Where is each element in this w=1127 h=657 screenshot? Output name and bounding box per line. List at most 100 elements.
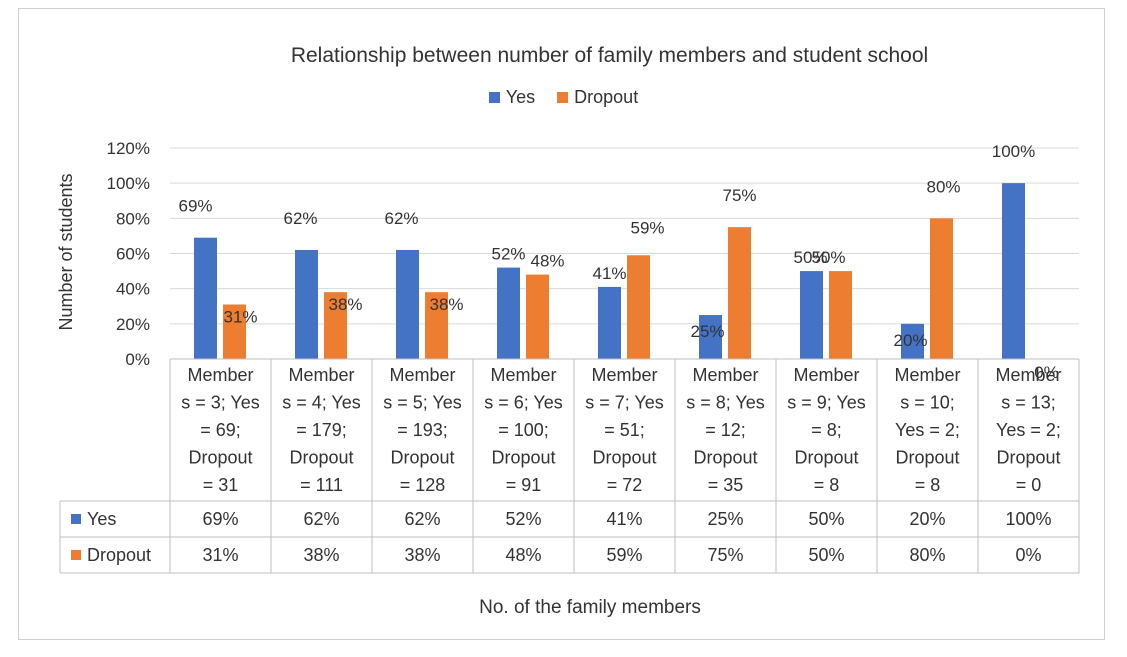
table-cell: 75% (707, 545, 743, 565)
category-label: Member (490, 365, 556, 385)
y-tick-label: 60% (116, 245, 150, 264)
data-label: 62% (283, 209, 317, 228)
table-cell: 50% (808, 509, 844, 529)
table-cell: 80% (909, 545, 945, 565)
category-label: Member (894, 365, 960, 385)
legend-item-dropout: Dropout (557, 87, 638, 108)
category-label: Member (187, 365, 253, 385)
category-label: s = 10; (900, 393, 955, 413)
data-label: 0% (1034, 363, 1059, 382)
table-cell: 0% (1015, 545, 1041, 565)
table-cell: 41% (606, 509, 642, 529)
table-cell: 62% (303, 509, 339, 529)
y-tick-label: 120% (107, 139, 150, 158)
bar-yes-7 (800, 271, 823, 359)
category-label: = 111 (300, 475, 343, 495)
category-label: = 35 (708, 475, 744, 495)
category-label: = 0 (1016, 475, 1042, 495)
table-legend-key-yes (71, 514, 81, 524)
bar-yes-8 (901, 323, 924, 359)
bar-dropout-3 (425, 292, 448, 359)
category-label: = 8 (915, 475, 941, 495)
bar-yes-4 (497, 267, 520, 359)
table-row-label-yes: Yes (87, 509, 116, 529)
bar-yes-1 (194, 237, 217, 359)
category-label: = 100; (498, 420, 549, 440)
category-label: Member (288, 365, 354, 385)
category-label: Dropout (996, 448, 1060, 468)
category-label: = 8; (811, 420, 842, 440)
category-label: s = 13; (1001, 393, 1056, 413)
category-label: = 128 (400, 475, 446, 495)
y-tick-label: 20% (116, 315, 150, 334)
bar-dropout-7 (829, 271, 852, 359)
category-label: = 193; (397, 420, 448, 440)
category-label: = 69; (200, 420, 241, 440)
data-label: 50% (811, 248, 845, 267)
category-label: s = 6; Yes (484, 393, 563, 413)
category-label: Dropout (895, 448, 959, 468)
data-label: 100% (992, 142, 1035, 161)
category-label: Dropout (693, 448, 757, 468)
bar-dropout-8 (930, 218, 953, 359)
bar-dropout-4 (526, 274, 549, 359)
y-tick-label: 100% (107, 174, 150, 193)
category-label: Yes = 2; (996, 420, 1061, 440)
legend-label-dropout: Dropout (574, 87, 639, 107)
category-label: s = 9; Yes (787, 393, 866, 413)
y-tick-label: 0% (125, 350, 150, 369)
bar-yes-9 (1002, 183, 1025, 359)
category-label: Yes = 2; (895, 420, 960, 440)
y-tick-label: 80% (116, 209, 150, 228)
legend-swatch-dropout (557, 92, 569, 103)
bar-yes-2 (295, 249, 318, 359)
category-label: s = 5; Yes (383, 393, 462, 413)
table-cell: 62% (404, 509, 440, 529)
legend-item-yes: Yes (488, 87, 536, 108)
data-label: 48% (530, 252, 564, 271)
table-row-label-dropout: Dropout (87, 545, 151, 565)
category-label: = 51; (604, 420, 645, 440)
legend-label-yes: Yes (505, 87, 536, 107)
category-label: = 31 (203, 475, 239, 495)
y-tick-label: 40% (116, 280, 150, 299)
legend-swatch-yes (488, 92, 500, 103)
data-label: 62% (384, 209, 418, 228)
table-cell: 25% (707, 509, 743, 529)
table-cell: 48% (505, 545, 541, 565)
category-label: Dropout (592, 448, 656, 468)
chart-title: Relationship between number of family me… (290, 44, 929, 67)
table-cell: 31% (202, 545, 238, 565)
category-label: Dropout (794, 448, 858, 468)
table-cell: 52% (505, 509, 541, 529)
data-label: 38% (429, 295, 463, 314)
bar-dropout-5 (627, 255, 650, 359)
bar-yes-3 (396, 249, 419, 359)
category-label: = 8 (814, 475, 840, 495)
data-label: 50% (793, 248, 827, 267)
category-label: = 179; (296, 420, 347, 440)
data-label: 25% (690, 322, 724, 341)
category-label: Dropout (390, 448, 454, 468)
category-label: Member (995, 365, 1061, 385)
bar-dropout-2 (324, 292, 347, 359)
table-cell: 69% (202, 509, 238, 529)
bar-yes-5 (598, 286, 621, 359)
category-label: s = 8; Yes (686, 393, 765, 413)
x-axis-title: No. of the family members (479, 597, 701, 618)
bar-dropout-1 (223, 304, 246, 359)
category-label: Dropout (289, 448, 353, 468)
table-cell: 100% (1005, 509, 1051, 529)
table-cell: 38% (404, 545, 440, 565)
data-label: 41% (592, 264, 626, 283)
bar-dropout-6 (728, 227, 751, 359)
data-label: 31% (223, 307, 257, 326)
category-label: = 12; (705, 420, 746, 440)
table-cell: 20% (909, 509, 945, 529)
data-label: 20% (893, 331, 927, 350)
category-label: = 72 (607, 475, 643, 495)
category-label: Dropout (188, 448, 252, 468)
legend: Yes Dropout (0, 87, 1127, 108)
data-label: 75% (722, 186, 756, 205)
